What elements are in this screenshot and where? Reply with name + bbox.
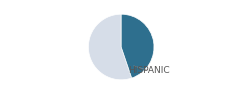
Wedge shape <box>121 14 154 78</box>
Text: HISPANIC: HISPANIC <box>128 66 170 75</box>
Legend: 55.2%, 44.8%: 55.2%, 44.8% <box>75 98 167 100</box>
Text: WHITE: WHITE <box>0 99 1 100</box>
Wedge shape <box>88 14 132 80</box>
